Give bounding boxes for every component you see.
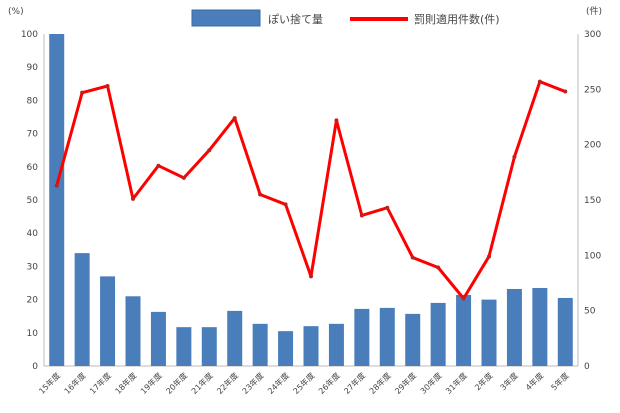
bar bbox=[532, 287, 548, 366]
x-tick-label: 3年度 bbox=[498, 370, 520, 392]
line-point bbox=[537, 79, 542, 84]
legend-bar-label: ぽい捨て量 bbox=[268, 12, 323, 26]
left-tick-label: 80 bbox=[27, 96, 39, 106]
x-tick-label: 29年度 bbox=[393, 370, 419, 396]
line-point bbox=[385, 205, 390, 210]
line-point bbox=[410, 255, 415, 260]
left-tick-label: 50 bbox=[27, 196, 39, 206]
right-tick-label: 100 bbox=[584, 251, 601, 261]
line-point bbox=[512, 154, 517, 159]
line-series bbox=[55, 80, 566, 300]
x-tick-label: 4年度 bbox=[523, 370, 545, 392]
line-point bbox=[334, 118, 339, 123]
x-tick-label: 24年度 bbox=[265, 370, 291, 396]
x-tick-label: 2年度 bbox=[472, 370, 494, 392]
x-tick-label: 27年度 bbox=[342, 370, 368, 396]
right-tick-label: 250 bbox=[584, 85, 601, 95]
bar bbox=[506, 288, 522, 366]
x-tick-label: 30年度 bbox=[418, 370, 444, 396]
bar bbox=[405, 313, 421, 366]
left-tick-label: 0 bbox=[32, 362, 38, 372]
legend: ぽい捨て量 罰則適用件数(件) bbox=[191, 9, 500, 27]
x-tick-label: 17年度 bbox=[87, 370, 113, 396]
right-axis-unit: (件) bbox=[586, 5, 602, 17]
line-point bbox=[563, 89, 568, 94]
bar bbox=[456, 294, 472, 366]
left-tick-label: 90 bbox=[27, 63, 39, 73]
x-tick-label: 23年度 bbox=[240, 370, 266, 396]
x-tick-label: 31年度 bbox=[443, 370, 469, 396]
right-tick-label: 0 bbox=[584, 362, 590, 372]
legend-bar-swatch bbox=[191, 9, 261, 27]
x-tick-label: 22年度 bbox=[215, 370, 241, 396]
bar bbox=[49, 34, 65, 366]
bar bbox=[100, 276, 116, 366]
line-point bbox=[309, 274, 313, 279]
legend-line-label: 罰則適用件数(件) bbox=[414, 12, 500, 26]
bar bbox=[303, 326, 319, 366]
left-tick-label: 20 bbox=[27, 296, 39, 306]
bar bbox=[150, 311, 166, 366]
bar bbox=[201, 327, 217, 366]
bar bbox=[354, 308, 370, 366]
left-axis-unit: (%) bbox=[8, 7, 24, 17]
x-tick-label: 25年度 bbox=[291, 370, 317, 396]
bar bbox=[328, 323, 344, 366]
line-point bbox=[54, 183, 59, 188]
right-tick-label: 300 bbox=[584, 30, 601, 40]
x-tick-label: 20年度 bbox=[164, 370, 190, 396]
bar bbox=[379, 307, 395, 366]
bar bbox=[252, 323, 268, 366]
bar bbox=[74, 253, 90, 366]
x-tick-label: 15年度 bbox=[37, 370, 63, 396]
bar bbox=[557, 297, 573, 366]
x-tick-label: 18年度 bbox=[113, 370, 139, 396]
right-tick-label: 50 bbox=[584, 307, 596, 317]
bar bbox=[430, 302, 446, 366]
line-point bbox=[487, 254, 491, 259]
bar bbox=[125, 296, 141, 366]
line-point bbox=[181, 175, 186, 180]
line-point bbox=[283, 202, 288, 207]
left-tick-label: 30 bbox=[27, 262, 39, 272]
line-point bbox=[156, 163, 161, 168]
right-tick-label: 150 bbox=[584, 196, 601, 206]
bar bbox=[227, 310, 243, 366]
line-point bbox=[105, 84, 110, 89]
right-tick-label: 200 bbox=[584, 141, 601, 151]
line-point bbox=[232, 116, 237, 121]
line-point bbox=[359, 213, 364, 218]
bar bbox=[176, 327, 192, 366]
x-tick-label: 28年度 bbox=[367, 370, 393, 396]
left-tick-label: 60 bbox=[27, 163, 39, 173]
left-tick-label: 10 bbox=[27, 329, 39, 339]
bar bbox=[481, 299, 497, 366]
line-point bbox=[131, 196, 135, 201]
left-tick-label: 70 bbox=[27, 130, 39, 140]
bar bbox=[278, 331, 294, 366]
x-tick-label: 16年度 bbox=[62, 370, 88, 396]
x-tick-label: 5年度 bbox=[549, 370, 571, 392]
left-tick-label: 100 bbox=[21, 30, 38, 40]
x-tick-label: 19年度 bbox=[138, 370, 164, 396]
line-point bbox=[80, 90, 85, 95]
x-tick-label: 21年度 bbox=[189, 370, 215, 396]
line-point bbox=[461, 296, 466, 301]
line-point bbox=[258, 192, 263, 197]
left-tick-label: 40 bbox=[27, 229, 39, 239]
line-point bbox=[207, 148, 212, 153]
x-tick-label: 26年度 bbox=[316, 370, 342, 396]
line-point bbox=[436, 265, 441, 270]
